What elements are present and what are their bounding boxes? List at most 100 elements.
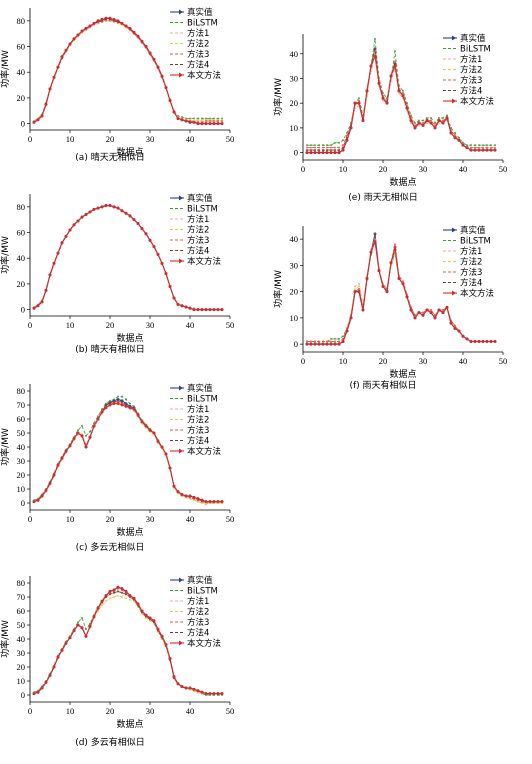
data-point (68, 228, 72, 232)
data-point (80, 434, 84, 438)
data-point (32, 500, 36, 504)
data-point (318, 149, 320, 152)
data-point (385, 101, 389, 105)
x-tick-label: 20 (106, 134, 115, 144)
x-tick-label: 50 (226, 514, 235, 524)
data-point (334, 340, 336, 343)
x-tick-label: 30 (146, 320, 155, 330)
data-point (141, 612, 143, 615)
data-point (485, 340, 489, 343)
data-point (373, 232, 377, 236)
data-point (128, 594, 132, 598)
data-point (318, 144, 320, 147)
data-point (401, 94, 405, 98)
legend-label: 方法2 (187, 607, 209, 618)
data-point (374, 37, 376, 40)
legend-label: 方法2 (460, 257, 482, 268)
data-point (92, 615, 96, 619)
data-point (121, 596, 123, 598)
y-axis-title: 功率/MW (272, 78, 284, 116)
data-point (314, 149, 316, 152)
data-point (433, 316, 437, 320)
data-point (433, 126, 437, 130)
data-point (188, 120, 192, 124)
data-point (466, 144, 468, 147)
data-point (64, 234, 68, 238)
data-point (48, 87, 52, 91)
data-point (421, 123, 425, 127)
legend-label: BiLSTM (187, 205, 218, 215)
data-point (80, 215, 84, 219)
data-point (204, 308, 208, 312)
data-point (402, 92, 404, 95)
x-tick-label: 40 (459, 356, 468, 366)
data-point (93, 422, 95, 425)
data-point (180, 493, 184, 497)
data-point (441, 311, 445, 315)
data-point (493, 148, 497, 152)
data-point (212, 122, 216, 126)
y-tick-label: 60 (17, 414, 26, 424)
data-point (68, 42, 72, 46)
data-point (345, 138, 349, 142)
y-tick-label: 30 (290, 73, 299, 83)
data-point (330, 144, 332, 147)
data-point (306, 149, 308, 152)
series-7 (32, 402, 224, 504)
data-point (201, 118, 203, 121)
data-point (112, 205, 116, 209)
data-point (100, 18, 104, 22)
data-point (212, 500, 216, 504)
data-point (220, 692, 224, 696)
data-point (172, 675, 176, 679)
data-point (60, 55, 64, 59)
data-point (144, 424, 148, 428)
legend-label: 方法4 (187, 60, 209, 71)
data-point (482, 146, 484, 149)
data-point (425, 308, 429, 312)
data-point (305, 151, 309, 155)
data-point (81, 425, 83, 427)
data-point (381, 284, 385, 288)
data-point (330, 340, 332, 343)
data-point (493, 340, 497, 343)
data-point (132, 596, 136, 600)
data-point (77, 621, 79, 624)
data-point (148, 616, 152, 620)
data-point (156, 65, 160, 69)
data-point (188, 306, 192, 310)
data-point (180, 685, 184, 689)
data-point (405, 106, 409, 110)
data-point (48, 273, 52, 277)
data-point (116, 402, 120, 406)
data-point (92, 21, 96, 25)
data-point (454, 324, 456, 327)
data-point (306, 144, 308, 147)
data-point (48, 673, 52, 677)
data-point (478, 144, 480, 147)
data-point (197, 500, 199, 503)
data-point (44, 102, 48, 106)
data-point (116, 19, 120, 23)
data-point (417, 311, 421, 315)
data-point (125, 597, 127, 600)
chart-a: 0 10 20 30 40 50 0 20 40 60 80 数据点 功率/MW 真实值BiLSTM方法1… (0, 7, 234, 163)
data-point (148, 238, 152, 242)
data-point (342, 139, 344, 142)
data-point (318, 146, 320, 149)
data-point (117, 395, 119, 398)
legend-marker (452, 227, 456, 233)
x-tick-label: 40 (186, 706, 195, 716)
data-point (453, 136, 457, 140)
data-point (205, 120, 207, 123)
data-point (89, 430, 91, 433)
data-point (121, 401, 123, 404)
data-point (172, 110, 176, 114)
data-point (76, 431, 80, 435)
data-point (56, 463, 60, 467)
data-point (200, 498, 204, 502)
data-point (68, 444, 72, 448)
data-point (405, 295, 409, 299)
data-point (196, 122, 200, 126)
data-point (441, 121, 445, 125)
